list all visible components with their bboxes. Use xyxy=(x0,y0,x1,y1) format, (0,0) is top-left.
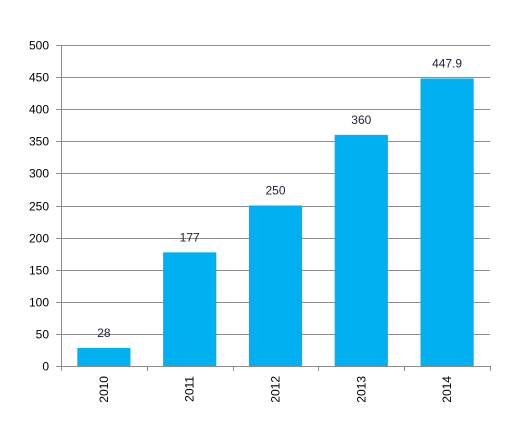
bar-2013 xyxy=(334,134,388,366)
y-tick-label: 50 xyxy=(36,328,50,342)
x-tick-label-2012: 2012 xyxy=(269,376,283,403)
axes xyxy=(56,45,491,371)
bar-2010 xyxy=(77,348,131,366)
data-label-2012: 250 xyxy=(265,184,285,198)
y-tick-label: 350 xyxy=(29,135,49,149)
y-tick-label: 0 xyxy=(42,360,49,374)
y-tick-label: 300 xyxy=(29,167,49,181)
data-label-2013: 360 xyxy=(351,113,371,127)
y-tick-label: 450 xyxy=(29,71,49,85)
y-tick-label: 150 xyxy=(29,264,49,278)
data-label-2010: 28 xyxy=(97,326,111,340)
bar-2011 xyxy=(163,252,217,366)
bar-2014 xyxy=(420,78,474,367)
x-tick-label-2011: 2011 xyxy=(183,376,197,402)
labels: 0 50 100 150 200 250 300 350 400 450 500 28 2010 177 2… xyxy=(29,39,462,403)
y-tick-label: 400 xyxy=(29,103,49,117)
y-tick-label: 250 xyxy=(29,200,49,214)
bar-2012 xyxy=(248,205,303,366)
x-tick-label-2013: 2013 xyxy=(354,376,368,403)
data-label-2011: 177 xyxy=(180,230,200,244)
y-tick-label: 100 xyxy=(29,296,49,310)
y-tick-label: 500 xyxy=(29,39,49,53)
bars xyxy=(77,78,474,367)
data-label-2014: 447.9 xyxy=(432,56,462,70)
x-tick-label-2010: 2010 xyxy=(97,376,111,403)
x-tick-label-2014: 2014 xyxy=(440,376,454,403)
y-tick-label: 200 xyxy=(29,232,49,246)
